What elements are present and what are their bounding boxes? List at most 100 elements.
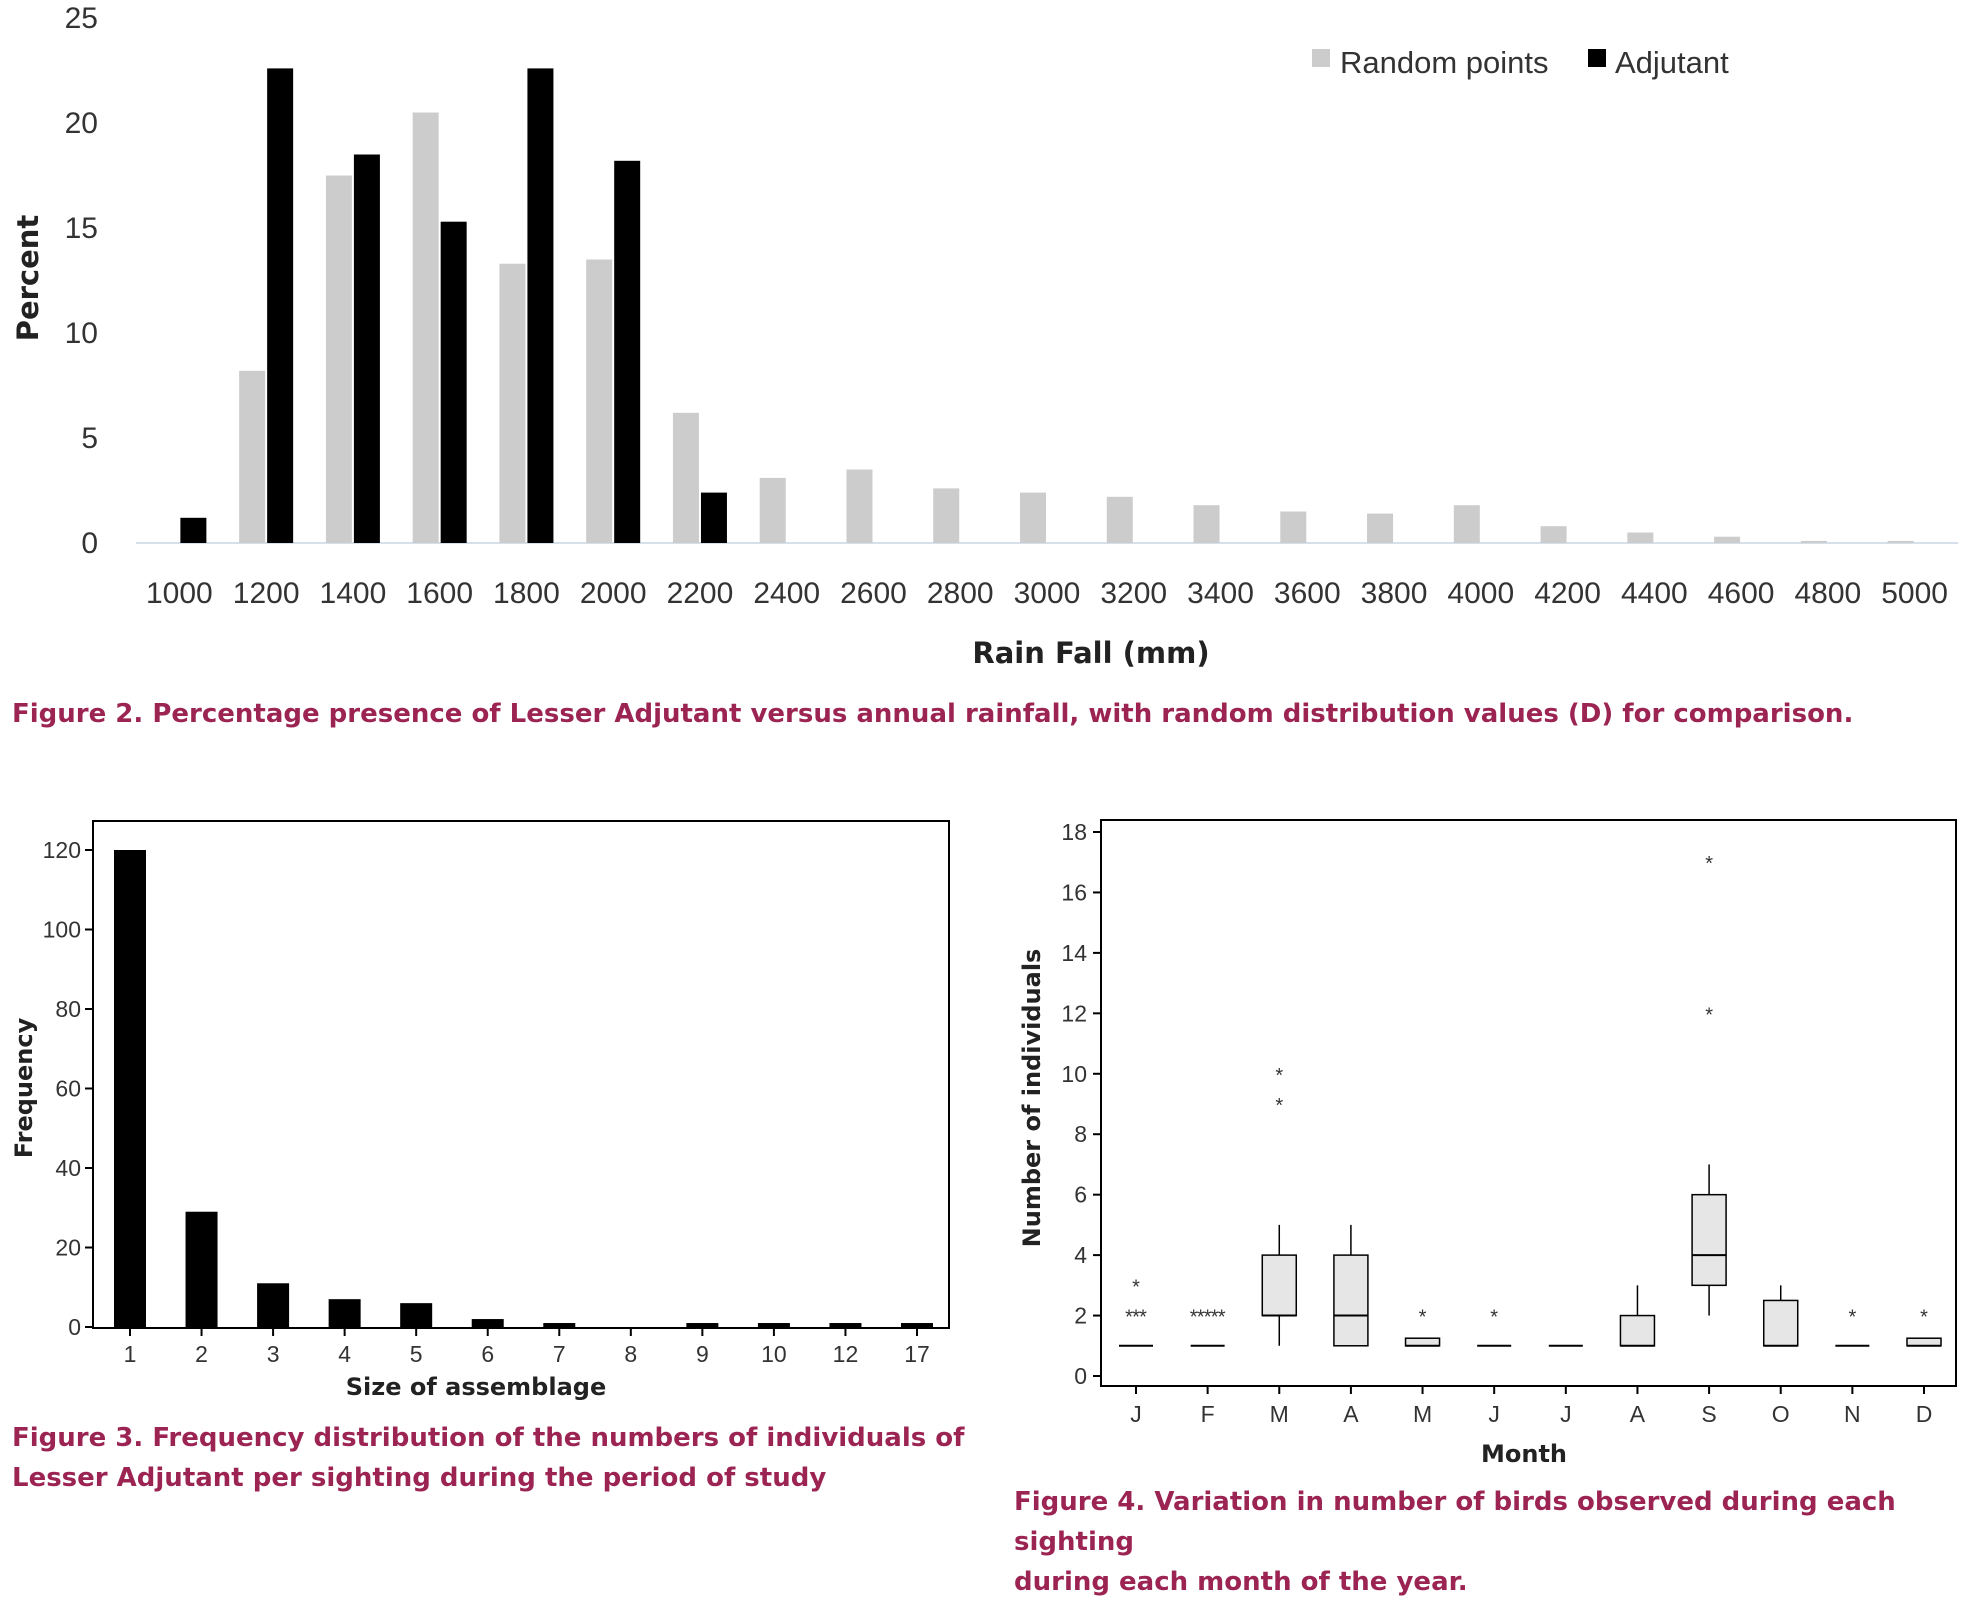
fig2-bar-random-points xyxy=(586,259,613,543)
fig2-x-tick-label: 3800 xyxy=(1361,577,1428,610)
fig2-bar-random-points xyxy=(1800,540,1827,543)
fig2-bar-adjutant xyxy=(700,492,727,543)
fig4-outlier-marker: * xyxy=(1490,1307,1498,1329)
fig4-x-tick-label: N xyxy=(1844,1401,1861,1427)
fig2-legend-swatch-adjutant xyxy=(1588,49,1606,67)
fig4-x-tick-label: D xyxy=(1916,1401,1933,1427)
fig2-x-tick-label: 5000 xyxy=(1881,577,1948,610)
fig4-y-tick-label: 4 xyxy=(1074,1242,1087,1268)
fig2-bar-random-points xyxy=(1280,511,1307,543)
fig2-bar-random-points xyxy=(1106,496,1133,543)
fig2-x-tick-label: 4400 xyxy=(1621,577,1688,610)
fig2-bar-random-points xyxy=(1540,526,1567,543)
fig4-outlier-marker: * xyxy=(1419,1307,1427,1329)
figure-2-caption: Figure 2. Percentage presence of Lesser … xyxy=(12,699,1854,729)
fig3-x-tick-label: 3 xyxy=(267,1341,280,1367)
fig4-x-tick-label: O xyxy=(1772,1401,1790,1427)
fig3-bar xyxy=(901,1323,933,1327)
fig3-bar xyxy=(114,850,146,1327)
fig4-outlier-marker: * xyxy=(1848,1307,1856,1329)
fig4-y-axis-title: Number of individuals xyxy=(1018,949,1046,1248)
fig3-x-tick-label: 6 xyxy=(481,1341,494,1367)
fig2-bar-adjutant xyxy=(353,154,380,543)
fig3-x-tick-label: 9 xyxy=(696,1341,709,1367)
fig3-x-tick-label: 2 xyxy=(195,1341,208,1367)
fig2-y-axis-title: Percent xyxy=(11,215,45,342)
fig2-legend-label-random-points: Random points xyxy=(1340,45,1549,80)
fig4-x-tick-label: J xyxy=(1130,1401,1142,1427)
fig2-x-tick-label: 2000 xyxy=(580,577,647,610)
fig4-x-tick-label: J xyxy=(1560,1401,1572,1427)
fig4-outlier-marker: * xyxy=(1275,1095,1283,1117)
fig3-y-tick-label: 60 xyxy=(55,1076,81,1102)
fig4-outlier-marker: * xyxy=(1132,1276,1140,1298)
fig2-legend-swatch-random-points xyxy=(1312,49,1330,67)
fig3-plot-frame xyxy=(92,820,950,1329)
fig4-box xyxy=(1691,1193,1727,1287)
fig2-y-tick-label: 5 xyxy=(81,422,98,455)
fig2-legend-label-adjutant: Adjutant xyxy=(1615,45,1729,80)
fig2-bar-random-points xyxy=(1193,505,1220,543)
fig2-bar-random-points xyxy=(499,263,526,543)
fig4-x-tick-label: J xyxy=(1488,1401,1500,1427)
figure-4-caption: Figure 4. Variation in number of birds o… xyxy=(1014,1482,1964,1602)
fig2-x-axis-title: Rain Fall (mm) xyxy=(972,636,1209,670)
figure-3-caption-line-1: Figure 3. Frequency distribution of the … xyxy=(12,1423,965,1453)
fig4-outlier-marker: * xyxy=(1190,1307,1198,1329)
fig4-x-tick-label: M xyxy=(1270,1401,1289,1427)
fig2-bar-adjutant xyxy=(527,68,554,544)
fig2-bar-random-points xyxy=(759,477,786,543)
fig2-bar-adjutant xyxy=(267,68,294,544)
fig3-y-axis-title: Frequency xyxy=(10,1017,38,1158)
fig4-outlier-marker: * xyxy=(1211,1307,1219,1329)
fig2-y-tick-label: 0 xyxy=(81,527,98,560)
fig2-bar-random-points xyxy=(672,412,699,543)
fig2-bar-random-points xyxy=(325,175,352,543)
fig4-y-tick-label: 2 xyxy=(1074,1303,1087,1329)
fig2-x-tick-label: 1600 xyxy=(406,577,473,610)
fig3-x-tick-label: 10 xyxy=(761,1341,787,1367)
fig4-x-tick-label: F xyxy=(1201,1401,1215,1427)
fig4-y-tick-label: 18 xyxy=(1061,819,1087,845)
fig2-bar-random-points xyxy=(1367,513,1394,543)
fig3-bar xyxy=(400,1303,433,1327)
fig4-box xyxy=(1404,1337,1441,1347)
fig2-bar-random-points xyxy=(1020,492,1046,543)
fig2-x-tick-label: 3600 xyxy=(1274,577,1341,610)
fig4-outlier-marker: * xyxy=(1125,1307,1133,1329)
fig4-box xyxy=(1261,1254,1298,1317)
fig4-y-tick-label: 12 xyxy=(1061,1000,1087,1026)
fig2-bar-random-points xyxy=(412,112,439,543)
fig2-x-tick-label: 1400 xyxy=(320,577,387,610)
fig4-outlier-marker: * xyxy=(1275,1065,1283,1087)
fig2-bar-random-points xyxy=(239,370,266,543)
fig2-x-tick-label: 1000 xyxy=(146,577,213,610)
fig4-box xyxy=(1619,1314,1656,1347)
fig4-box xyxy=(1762,1299,1799,1347)
fig3-x-tick-label: 1 xyxy=(124,1341,137,1367)
fig4-y-tick-label: 16 xyxy=(1061,879,1087,905)
fig4-y-tick-label: 14 xyxy=(1061,940,1087,966)
fig3-bar xyxy=(543,1323,576,1327)
fig2-y-tick-label: 20 xyxy=(65,107,98,140)
fig4-x-tick-label: A xyxy=(1630,1401,1646,1427)
figure-3-caption-line-2: Lesser Adjutant per sighting during the … xyxy=(12,1463,827,1493)
fig3-bar xyxy=(829,1323,862,1327)
fig4-y-tick-label: 10 xyxy=(1061,1061,1087,1087)
fig2-bar-random-points xyxy=(1453,505,1480,543)
fig3-bar xyxy=(757,1323,790,1327)
fig3-bar xyxy=(257,1283,290,1327)
fig3-y-tick-label: 100 xyxy=(43,917,81,943)
fig2-bar-adjutant xyxy=(440,221,467,543)
fig4-outlier-marker: * xyxy=(1705,853,1713,875)
fig3-x-tick-label: 7 xyxy=(553,1341,566,1367)
fig4-y-tick-label: 0 xyxy=(1074,1363,1087,1389)
fig4-outlier-marker: * xyxy=(1920,1307,1928,1329)
fig4-outlier-marker: * xyxy=(1139,1307,1147,1329)
fig3-x-tick-label: 12 xyxy=(833,1341,859,1367)
fig4-x-axis-title: Month xyxy=(1481,1440,1567,1468)
fig2-bar-random-points xyxy=(933,488,960,543)
fig2-x-tick-label: 2200 xyxy=(667,577,734,610)
fig2-bar-adjutant xyxy=(180,517,207,543)
